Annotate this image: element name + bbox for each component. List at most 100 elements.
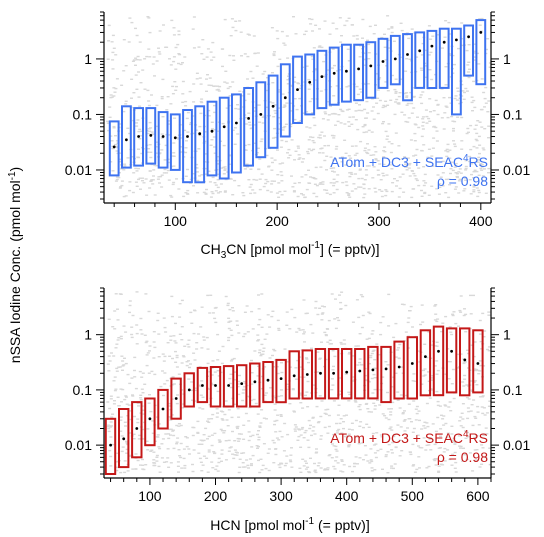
background-point xyxy=(371,177,375,179)
background-point xyxy=(258,121,262,123)
background-point xyxy=(318,395,322,397)
background-point xyxy=(240,452,244,454)
background-point xyxy=(371,392,375,394)
background-point xyxy=(487,125,491,127)
background-point xyxy=(236,408,240,410)
background-point xyxy=(336,414,340,416)
background-point xyxy=(216,333,220,336)
box-series xyxy=(104,325,484,475)
background-point xyxy=(362,459,365,461)
background-point xyxy=(183,345,187,347)
background-point xyxy=(380,436,384,438)
background-point xyxy=(107,370,111,372)
background-point xyxy=(477,156,481,159)
background-point xyxy=(177,33,181,36)
background-point xyxy=(138,177,142,179)
background-point xyxy=(326,408,330,411)
background-point xyxy=(123,421,127,423)
background-point xyxy=(109,94,113,96)
background-point xyxy=(292,191,296,193)
background-point xyxy=(180,362,184,364)
background-point xyxy=(261,350,265,353)
background-point xyxy=(158,152,162,154)
background-point xyxy=(291,388,295,391)
background-point xyxy=(457,47,460,50)
background-point xyxy=(405,394,409,397)
background-point xyxy=(420,189,423,192)
background-point xyxy=(202,336,206,338)
background-point xyxy=(403,410,406,412)
background-point xyxy=(323,135,326,137)
background-point xyxy=(228,54,232,57)
background-point xyxy=(216,192,220,194)
background-point xyxy=(373,405,377,407)
background-point xyxy=(431,147,435,149)
background-point xyxy=(126,373,130,376)
background-point xyxy=(307,169,310,171)
background-point xyxy=(189,311,193,314)
background-point xyxy=(371,350,375,352)
background-point xyxy=(108,407,112,410)
background-point xyxy=(114,347,118,349)
background-point xyxy=(260,409,264,411)
background-point xyxy=(256,413,260,415)
background-point xyxy=(363,179,367,181)
background-point xyxy=(426,156,430,159)
background-point xyxy=(332,445,336,447)
background-point xyxy=(447,406,451,408)
background-point xyxy=(311,136,315,139)
background-point xyxy=(478,396,482,398)
background-point xyxy=(382,121,385,123)
background-point xyxy=(276,65,280,68)
background-point xyxy=(362,183,366,186)
background-point xyxy=(240,55,243,57)
background-point xyxy=(133,356,137,359)
background-point xyxy=(197,452,201,454)
background-point xyxy=(458,178,462,181)
background-point xyxy=(271,310,275,312)
background-point xyxy=(300,176,304,178)
background-point xyxy=(393,463,397,465)
background-point xyxy=(119,419,123,421)
background-point xyxy=(337,319,341,322)
background-point xyxy=(387,123,391,125)
background-point xyxy=(308,127,312,129)
background-point xyxy=(192,47,196,49)
box xyxy=(182,109,193,184)
background-point xyxy=(217,439,221,441)
background-point xyxy=(297,182,301,184)
box xyxy=(463,24,475,77)
background-point xyxy=(478,370,482,372)
background-point xyxy=(339,393,343,395)
background-point xyxy=(459,172,463,174)
box xyxy=(341,348,353,400)
background-point xyxy=(374,151,378,153)
background-point xyxy=(384,189,388,191)
background-point xyxy=(155,436,159,438)
background-point xyxy=(132,59,136,61)
background-point xyxy=(344,181,348,183)
background-point xyxy=(402,303,406,306)
background-point xyxy=(169,64,173,66)
background-point xyxy=(288,459,292,461)
background-point xyxy=(429,51,433,54)
background-point xyxy=(431,375,435,377)
background-point xyxy=(354,188,358,190)
background-point xyxy=(217,90,221,92)
background-point xyxy=(117,366,121,368)
background-point xyxy=(241,399,245,402)
background-point xyxy=(487,314,491,316)
median-point xyxy=(305,373,309,376)
background-point xyxy=(170,19,174,22)
background-point xyxy=(297,147,300,149)
background-point xyxy=(296,439,300,441)
background-point xyxy=(327,114,331,116)
background-point xyxy=(300,428,304,430)
median-point xyxy=(296,88,299,91)
background-point xyxy=(271,439,275,442)
background-point xyxy=(139,397,143,399)
box-series xyxy=(108,19,487,184)
background-point xyxy=(134,387,138,390)
background-point xyxy=(342,427,345,430)
background-point xyxy=(367,411,371,413)
